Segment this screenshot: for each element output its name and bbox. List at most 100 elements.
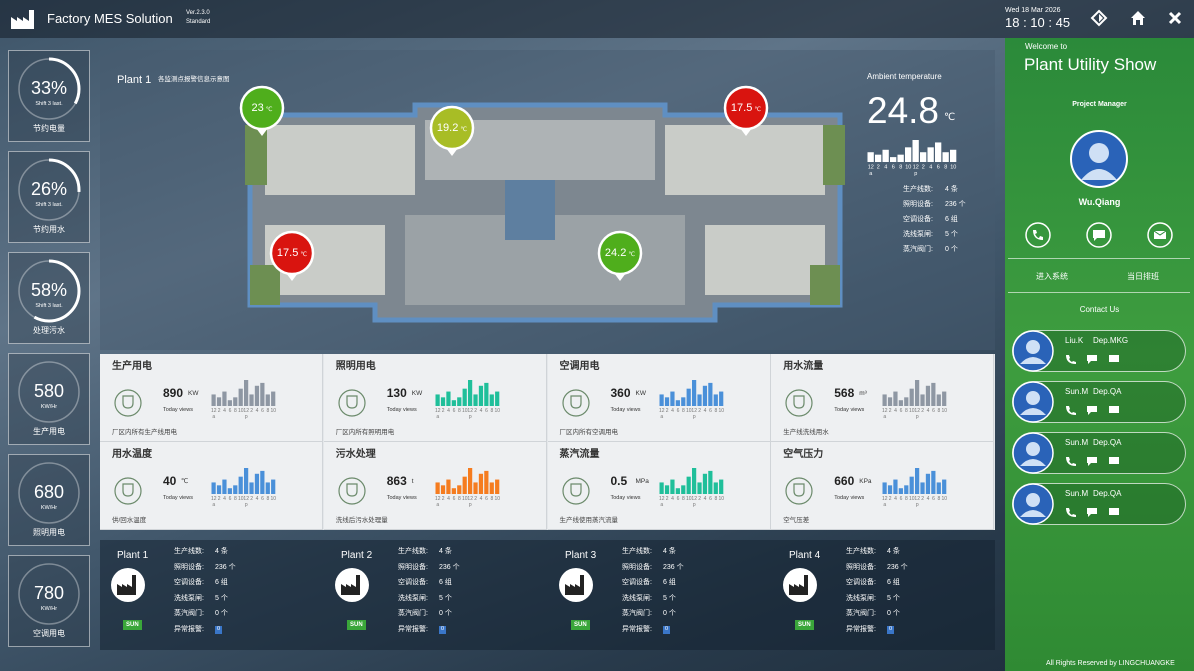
mini-bar-chart: 12 2 4 6 8 10 12 2 4 6 8 10a p	[435, 468, 500, 508]
bar	[905, 147, 912, 162]
bar	[456, 397, 462, 406]
bar-axis-am: a	[436, 502, 439, 508]
bar-axis-label: 12	[435, 496, 441, 502]
bar-axis-label: 2	[474, 496, 477, 502]
bar-axis-label: 8	[234, 496, 237, 502]
bar-axis-label: 12	[211, 408, 217, 414]
icon-ring	[561, 389, 590, 417]
bar-axis-label: 4	[479, 496, 482, 502]
bar	[942, 391, 947, 406]
mail-icon	[1109, 457, 1119, 464]
gauge-ring	[17, 259, 81, 323]
contact-avatar	[1012, 432, 1054, 474]
temp-marker	[239, 85, 285, 136]
bar-axis-label: 4	[256, 496, 259, 502]
plant-factory	[789, 575, 808, 595]
card-views: Today views	[834, 407, 865, 413]
bar-axis-label: 2	[665, 408, 668, 414]
bar	[456, 485, 462, 494]
contact-avatar	[1012, 330, 1054, 372]
bar	[254, 385, 260, 406]
avatar-head	[1026, 391, 1040, 405]
clock: 18 : 10 : 45	[1005, 15, 1071, 30]
welcome: Welcome to	[1025, 42, 1068, 51]
bar-axis-label: 2	[921, 408, 924, 414]
home-button[interactable]	[1130, 10, 1146, 26]
plant-stat-key: 异常报警:	[622, 626, 652, 633]
bar-axis-label: 8	[714, 496, 717, 502]
bar	[260, 382, 265, 406]
bar	[931, 470, 936, 494]
temp-marker	[269, 230, 315, 281]
gauge-arc	[17, 158, 81, 222]
card-value: 40	[163, 474, 177, 488]
mail-button[interactable]	[1147, 222, 1173, 248]
plant-stat-value: 6 组	[663, 579, 676, 587]
card-icon	[561, 477, 590, 505]
contact-avatar	[1012, 381, 1054, 423]
ambient-unit: ℃	[944, 112, 956, 123]
contact-actions	[1066, 457, 1119, 466]
ambient-value: 24.8	[867, 90, 940, 131]
bar-axis-label: 10	[271, 408, 277, 414]
bar	[702, 385, 707, 406]
bar	[462, 476, 467, 494]
bar-axis-am: a	[212, 502, 215, 508]
footer: All Rights Reserved by LINGCHUANGKE	[1046, 660, 1175, 667]
bar-axis-label: 12	[435, 408, 441, 414]
bar	[473, 482, 478, 494]
bar-axis-label: 6	[229, 408, 232, 414]
gauge-track	[18, 462, 80, 524]
bar	[713, 482, 718, 494]
gauge-card	[8, 50, 90, 142]
bar	[659, 394, 664, 406]
theme-button[interactable]	[1090, 9, 1108, 27]
mini-bar-chart: 12 2 4 6 8 10 12 2 4 6 8 10a p	[211, 380, 276, 420]
card-note: 生产线使用蒸汽流量	[559, 517, 619, 524]
bar-axis-label: 4	[671, 408, 674, 414]
bar	[494, 479, 500, 494]
plant-stat-value: 5 个	[887, 594, 900, 602]
close-button[interactable]	[1168, 11, 1182, 25]
bar-axis-label: 12	[658, 496, 664, 502]
icon-glyph	[346, 483, 358, 497]
plant-stat-value: 6 组	[215, 579, 228, 587]
bar	[899, 488, 904, 494]
bar-axis-label: 10	[950, 165, 956, 171]
bar	[446, 479, 451, 494]
plant-stat-value: 5 个	[663, 594, 676, 602]
card-unit: KPa	[859, 478, 872, 485]
mini-bar-chart: 12 2 4 6 8 10 12 2 4 6 8 10a p	[867, 140, 956, 177]
plant-stat-value: 0 个	[663, 610, 676, 618]
marker-value: 19.2 ℃	[428, 123, 476, 134]
mini-bar-chart: 12 2 4 6 8 10 12 2 4 6 8 10a p	[658, 380, 724, 420]
marker-value: 17.5 ℃	[722, 103, 770, 114]
plant-stat-value: 4 条	[439, 548, 452, 555]
bar-axis-label: 10	[494, 408, 500, 414]
card-icon	[114, 389, 142, 417]
bar	[451, 400, 456, 406]
bar	[897, 154, 904, 162]
call-button[interactable]	[1025, 222, 1051, 248]
bar-axis-label: 8	[899, 165, 902, 171]
plant-stat-value: 0 个	[439, 610, 452, 618]
bar-axis-am: a	[660, 502, 663, 508]
card-views: Today views	[834, 495, 865, 501]
link-enter[interactable]: 进入系统	[1036, 272, 1068, 281]
bar	[473, 394, 478, 406]
bar	[942, 479, 947, 494]
message-button[interactable]	[1086, 222, 1112, 248]
bar-axis-label: 10	[718, 496, 724, 502]
link-schedule[interactable]: 当日排班	[1127, 272, 1159, 281]
divider	[1008, 258, 1190, 259]
icon-glyph	[346, 395, 358, 409]
bar-axis-label: 6	[676, 408, 679, 414]
contact-dept: Dep.QA	[1093, 387, 1122, 396]
icon-glyph	[569, 483, 582, 497]
bar-axis-label: 4	[671, 496, 674, 502]
bar-axis-label: 10	[462, 496, 468, 502]
bar-axis-label: 2	[218, 496, 221, 502]
plant-stat-value: 236 个	[439, 563, 460, 571]
stat-key: 洗线泵闸:	[903, 231, 933, 238]
